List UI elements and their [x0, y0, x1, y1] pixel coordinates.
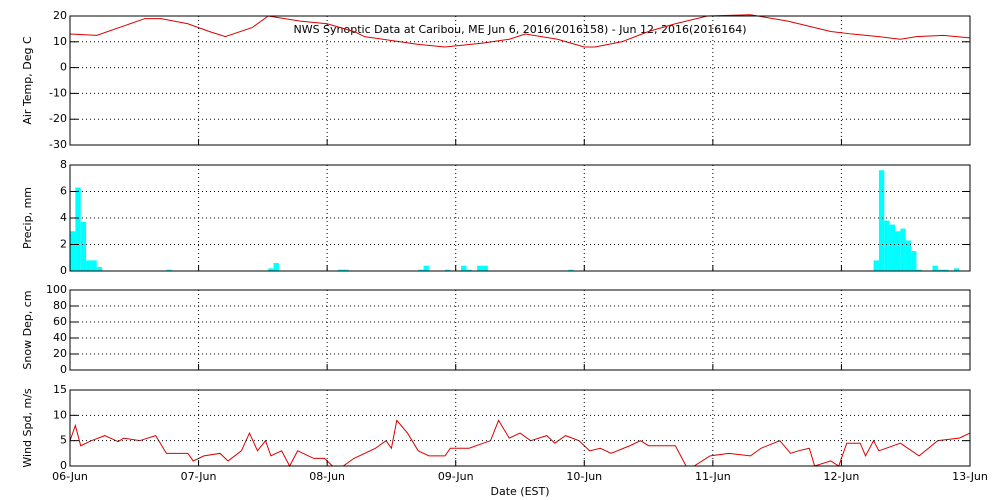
bar — [895, 231, 901, 271]
y-tick-label: 0 — [60, 363, 67, 376]
bar — [343, 269, 349, 271]
bar — [873, 260, 879, 271]
bar — [932, 265, 938, 271]
x-tick-label: 11-Jun — [695, 470, 731, 483]
y-tick-label: 10 — [53, 35, 67, 48]
y-tick-label: 100 — [46, 283, 67, 296]
bar — [884, 220, 890, 271]
bar — [953, 268, 960, 271]
bar — [911, 251, 917, 271]
bar — [878, 170, 885, 271]
y-axis-label: Snow Dep, cm — [21, 290, 34, 369]
y-axis-label: Wind Spd, m/s — [21, 388, 34, 468]
bar — [568, 269, 574, 271]
bar — [461, 265, 467, 271]
y-tick-label: -10 — [49, 86, 67, 99]
plot-frame — [69, 289, 971, 371]
x-axis-label: Date (EST) — [490, 485, 549, 498]
y-tick-label: 60 — [53, 315, 67, 328]
bar — [937, 269, 944, 271]
bar — [418, 269, 424, 271]
x-tick-label: 10-Jun — [566, 470, 602, 483]
bar — [70, 231, 76, 271]
x-tick-label: 07-Jun — [181, 470, 217, 483]
y-tick-label: 0 — [60, 459, 67, 472]
y-tick-label: 20 — [53, 347, 67, 360]
bar — [445, 269, 451, 271]
bar — [268, 268, 274, 271]
bar — [889, 224, 895, 271]
bar — [900, 228, 906, 271]
y-tick-label: -20 — [49, 112, 67, 125]
chart-title: NWS Synoptic Data at Caribou, ME Jun 6, … — [293, 23, 746, 36]
x-tick-label: 06-Jun — [52, 470, 88, 483]
bar — [337, 269, 344, 271]
y-tick-label: 5 — [60, 434, 67, 447]
y-axis-label: Precip, mm — [21, 187, 34, 249]
bar — [75, 187, 81, 271]
bar — [905, 240, 912, 271]
y-tick-label: 15 — [53, 383, 67, 396]
bar — [943, 269, 949, 271]
line — [69, 419, 971, 468]
bar — [482, 265, 488, 271]
bar — [423, 265, 429, 271]
y-tick-label: 0 — [60, 264, 67, 277]
y-tick-label: 20 — [53, 9, 67, 22]
bar — [477, 265, 483, 271]
bar — [96, 267, 103, 271]
y-tick-label: 0 — [60, 61, 67, 74]
x-tick-label: 13-Jun — [952, 470, 988, 483]
bar — [466, 269, 472, 271]
bar — [916, 269, 922, 271]
plot-frame — [69, 389, 971, 467]
y-tick-label: 80 — [53, 299, 67, 312]
y-tick-label: 2 — [60, 238, 67, 251]
x-tick-label: 12-Jun — [824, 470, 860, 483]
bar — [86, 260, 92, 271]
bar — [166, 269, 172, 271]
x-tick-label: 08-Jun — [309, 470, 345, 483]
y-tick-label: 8 — [60, 158, 67, 171]
bar — [91, 260, 97, 271]
x-tick-label: 09-Jun — [438, 470, 474, 483]
bar — [273, 263, 279, 271]
y-tick-label: 6 — [60, 185, 67, 198]
y-axis-label: Air Temp, Deg C — [21, 36, 34, 125]
y-tick-label: 4 — [60, 211, 67, 224]
y-tick-label: 10 — [53, 408, 67, 421]
y-tick-label: -30 — [49, 138, 67, 151]
y-tick-label: 40 — [53, 331, 67, 344]
bar — [80, 221, 87, 271]
